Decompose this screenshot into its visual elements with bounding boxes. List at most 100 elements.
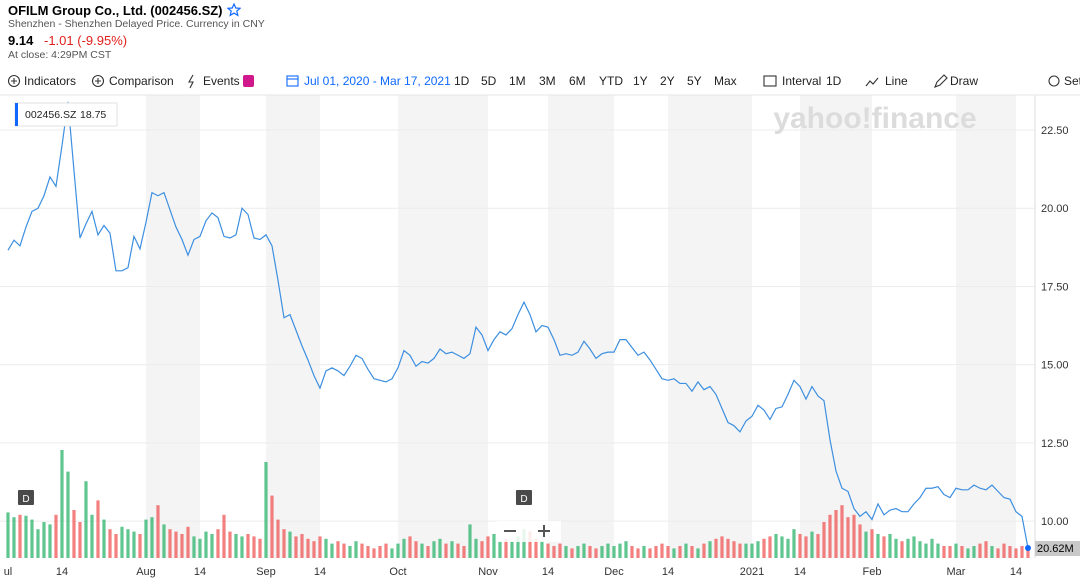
range-button[interactable]: YTD [599, 74, 623, 88]
volume-bar [282, 529, 286, 558]
volume-bar [942, 546, 946, 558]
x-tick-label: 14 [662, 566, 674, 578]
volume-bar [966, 548, 970, 558]
volume-bar [66, 471, 70, 558]
volume-bar [204, 531, 208, 558]
volume-bar [798, 534, 802, 558]
volume-bar [234, 534, 238, 558]
event-label: D [22, 494, 29, 505]
volume-bar [96, 500, 100, 558]
range-button[interactable]: 1D [454, 74, 470, 88]
volume-bar [822, 522, 826, 558]
range-button[interactable]: 3M [539, 74, 556, 88]
volume-bar [408, 536, 412, 558]
volume-bar [996, 548, 1000, 558]
x-tick-label: 14 [542, 566, 554, 578]
close-time: At close: 4:29PM CST [8, 49, 112, 61]
volume-bar [492, 534, 496, 558]
events-button[interactable]: Events [203, 74, 240, 88]
volume-bar [582, 543, 586, 558]
line-button[interactable]: Line [885, 74, 908, 88]
volume-bar [444, 543, 448, 558]
range-button[interactable]: 5Y [687, 74, 702, 88]
event-badge [515, 490, 532, 505]
y-tick-label: 17.50 [1041, 281, 1069, 293]
y-tick-label: 15.00 [1041, 360, 1069, 372]
volume-bar [306, 538, 310, 558]
volume-bar [618, 543, 622, 558]
volume-bar [288, 531, 292, 558]
volume-bar [930, 538, 934, 558]
x-tick-label: Feb [862, 566, 881, 578]
legend-name: 002456.SZ [25, 109, 77, 121]
volume-bar [1008, 546, 1012, 558]
range-button[interactable]: Max [714, 74, 737, 88]
date-range[interactable]: Jul 01, 2020 - Mar 17, 2021 [304, 74, 451, 88]
volume-bar [540, 541, 544, 558]
volume-bar [180, 534, 184, 558]
settings-button[interactable]: Set [1064, 74, 1080, 88]
volume-bar [30, 519, 34, 558]
volume-bar [198, 538, 202, 558]
volume-bar [348, 546, 352, 558]
volume-bar [840, 505, 844, 558]
volume-bar [1020, 546, 1024, 558]
legend-swatch [15, 103, 18, 126]
volume-bar [786, 538, 790, 558]
volume-bar [654, 546, 658, 558]
volume-bar [336, 541, 340, 558]
volume-bar [936, 543, 940, 558]
volume-bar [576, 546, 580, 558]
volume-bar [516, 536, 520, 558]
watch-star[interactable] [227, 3, 241, 17]
x-tick-label: 14 [1010, 566, 1022, 578]
volume-bar [864, 531, 868, 558]
comparison-button[interactable]: Comparison [109, 74, 174, 88]
zoom-control [497, 521, 561, 542]
volume-bar [552, 546, 556, 558]
volume-bar [450, 541, 454, 558]
x-tick-label: 14 [794, 566, 806, 578]
y-tick-label: 10.00 [1041, 516, 1069, 528]
volume-bar [210, 534, 214, 558]
zoom-in[interactable] [538, 525, 550, 537]
volume-bar [708, 541, 712, 558]
interval-label[interactable]: Interval [782, 74, 822, 88]
volume-bar [660, 543, 664, 558]
range-button[interactable]: 6M [569, 74, 586, 88]
volume-bar [318, 536, 322, 558]
volume-bar [684, 543, 688, 558]
volume-bar [678, 546, 682, 558]
indicators-button[interactable]: Indicators [24, 74, 77, 88]
volume-bar [636, 548, 640, 558]
volume-bar [264, 462, 268, 558]
volume-bar [978, 543, 982, 558]
volume-bar [984, 541, 988, 558]
price-change: -1.01 (-9.95%) [44, 33, 128, 48]
x-tick-label: Mar [947, 566, 966, 578]
volume-bar [432, 541, 436, 558]
x-tick-label: Dec [604, 566, 624, 578]
volume-bar [1014, 548, 1018, 558]
volume-bar [630, 546, 634, 558]
range-button[interactable]: 2Y [660, 74, 675, 88]
volume-bar [882, 536, 886, 558]
volume-bar [768, 536, 772, 558]
volume-bar [108, 529, 112, 558]
volume-bar [294, 536, 298, 558]
y-tick-label: 20.00 [1041, 203, 1069, 215]
range-button[interactable]: 5D [481, 74, 497, 88]
volume-bar [666, 546, 670, 558]
price-line [7, 101, 1029, 549]
title: OFILM Group Co., Ltd. (002456.SZ) [8, 3, 223, 18]
volume-bar [534, 538, 538, 558]
draw-button[interactable]: Draw [950, 74, 979, 88]
volume-bar [132, 531, 136, 558]
range-button[interactable]: 1M [509, 74, 526, 88]
volume-bar [480, 541, 484, 558]
volume-bar [6, 512, 10, 558]
interval-value[interactable]: 1D [826, 74, 842, 88]
range-button[interactable]: 1Y [633, 74, 648, 88]
volume-bar [468, 524, 472, 558]
